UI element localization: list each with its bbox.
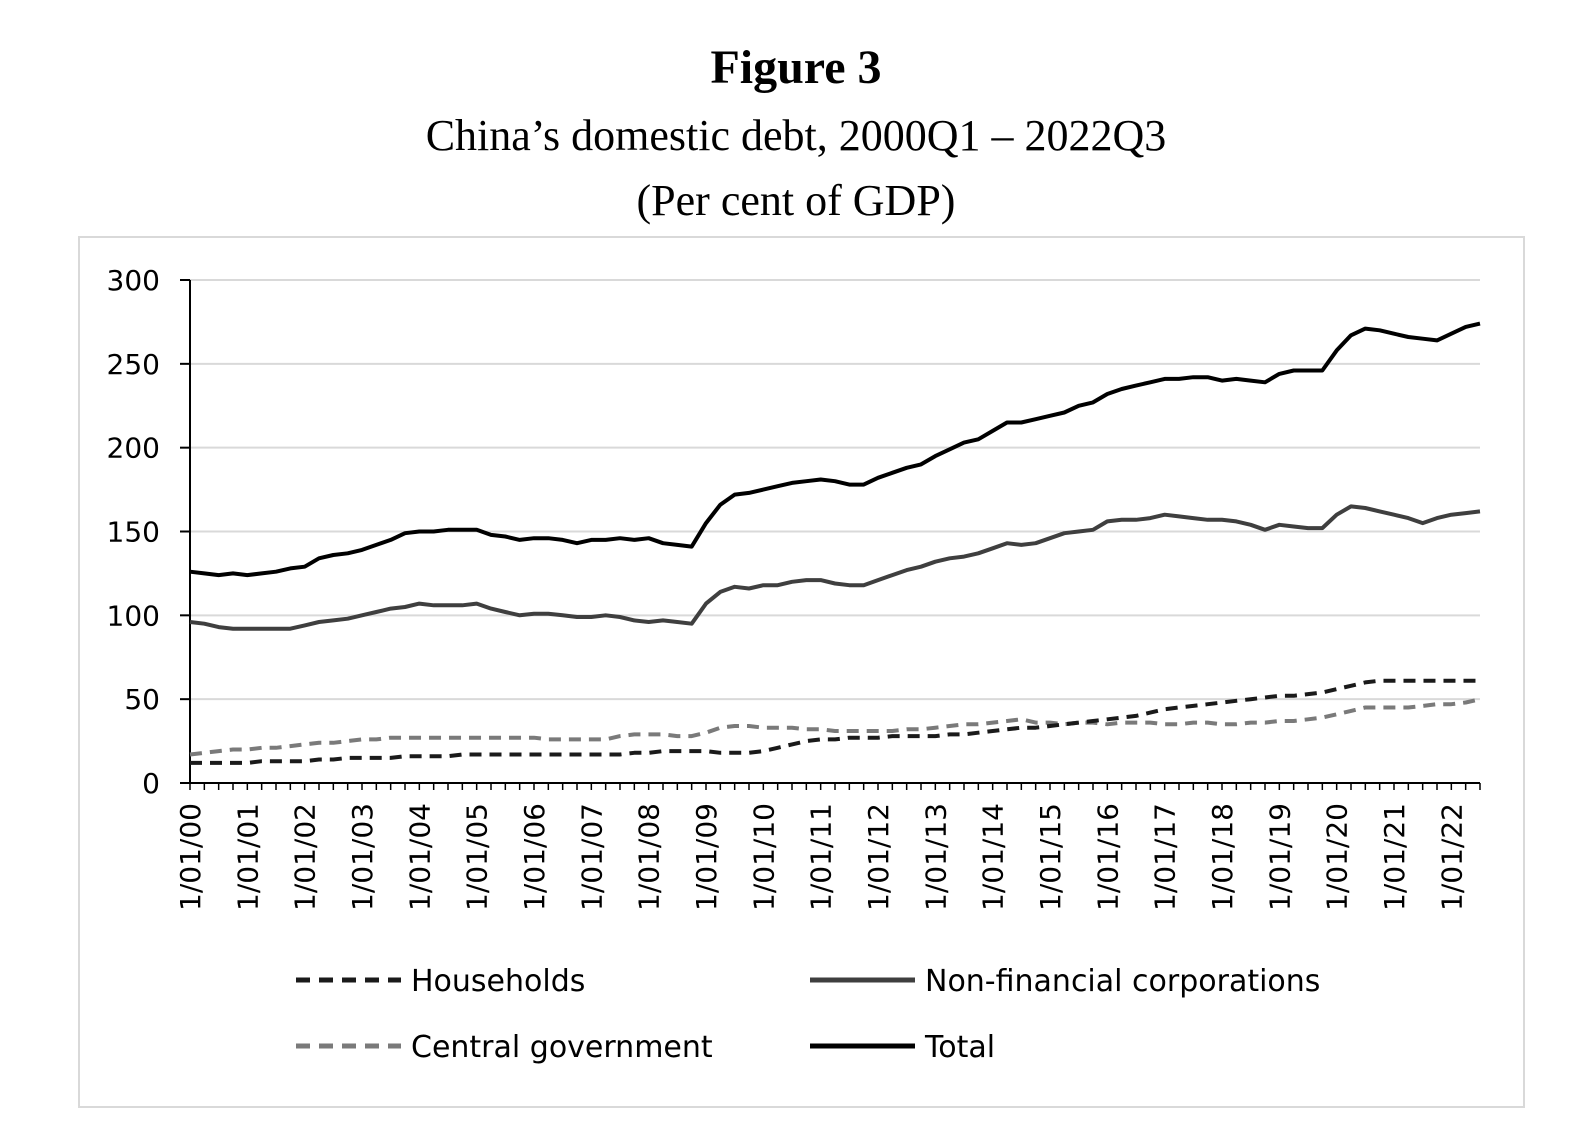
- x-tick-label: 1/01/19: [1263, 803, 1296, 911]
- legend-label: Central government: [411, 1030, 713, 1065]
- y-tick-label: 100: [107, 599, 160, 632]
- series-line-non-financial-corporations: [189, 504, 1481, 631]
- x-tick-label: 1/01/03: [346, 803, 379, 911]
- x-tick-label: 1/01/14: [977, 803, 1010, 911]
- x-tick-label: 1/01/09: [690, 803, 723, 911]
- legend-label: Households: [411, 964, 585, 999]
- x-tick-label: 1/01/13: [919, 803, 952, 911]
- x-tick-label: 1/01/21: [1378, 803, 1411, 911]
- series-line-central-government: [189, 697, 1481, 757]
- x-tick-label: 1/01/02: [289, 803, 322, 911]
- x-tick-label: 1/01/10: [747, 803, 780, 911]
- x-tick-label: 1/01/17: [1149, 803, 1182, 911]
- x-tick-label: 1/01/22: [1435, 803, 1468, 911]
- y-tick-label: 300: [107, 264, 160, 297]
- y-axis: 0 50 100 150 200 250 300: [107, 264, 191, 800]
- chart-title: China’s domestic debt, 2000Q1 – 2022Q3: [425, 111, 1167, 160]
- legend-label: Total: [924, 1030, 995, 1065]
- chart-subtitle: (Per cent of GDP): [636, 176, 956, 225]
- series-line-total: [189, 321, 1481, 578]
- x-tick-label: 1/01/18: [1206, 803, 1239, 911]
- x-tick-label: 1/01/00: [174, 803, 207, 911]
- y-tick-label: 0: [142, 767, 160, 800]
- x-tick-label: 1/01/01: [231, 803, 264, 911]
- x-tick-label: 1/01/11: [805, 803, 838, 911]
- legend: Households Non-financial corporations Cent…: [296, 964, 1320, 1065]
- y-tick-label: 150: [107, 516, 160, 549]
- y-tick-label: 50: [124, 683, 160, 716]
- x-tick-label: 1/01/20: [1321, 803, 1354, 911]
- series-line-households: [190, 678, 1480, 765]
- gridlines: [190, 279, 1480, 701]
- legend-label: Non-financial corporations: [925, 964, 1320, 999]
- x-tick-label: 1/01/16: [1091, 803, 1124, 911]
- x-tick-label: 1/01/05: [461, 803, 494, 911]
- figure-label: Figure 3: [710, 41, 882, 94]
- x-tick-label: 1/01/08: [633, 803, 666, 911]
- x-axis: 1/01/00 1/01/01 1/01/02 1/01/03 1/01/04 1/01/…: [174, 782, 1481, 911]
- x-tick-label: 1/01/04: [403, 803, 436, 911]
- x-tick-label: 1/01/07: [575, 803, 608, 911]
- y-tick-label: 250: [107, 348, 160, 381]
- y-tick-label: 200: [107, 432, 160, 465]
- x-tick-label: 1/01/06: [518, 803, 551, 911]
- chart-frame: [78, 236, 1525, 1108]
- x-tick-label: 1/01/15: [1034, 803, 1067, 911]
- series-lines: [189, 321, 1481, 765]
- x-tick-label: 1/01/12: [862, 803, 895, 911]
